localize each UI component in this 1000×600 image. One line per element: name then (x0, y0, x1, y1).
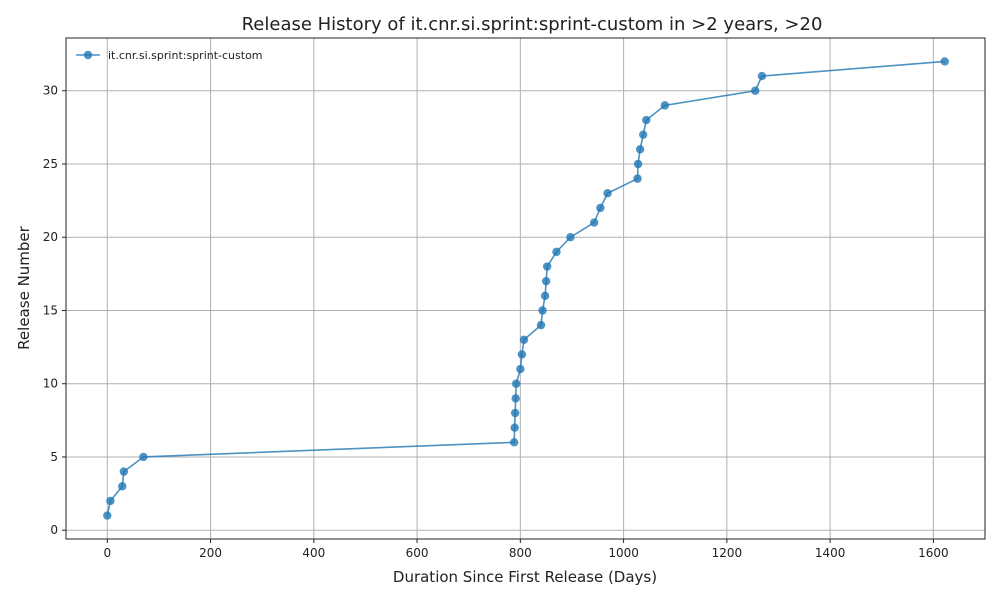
y-tick-label: 30 (43, 84, 58, 98)
data-point (642, 115, 651, 125)
y-tick-label: 0 (50, 523, 58, 537)
data-point (635, 145, 645, 154)
data-point (517, 350, 527, 359)
x-tick-label: 1600 (918, 546, 949, 560)
data-point (596, 203, 605, 213)
x-tick-label: 600 (406, 546, 429, 560)
legend: it.cnr.si.sprint:sprint-custom (76, 49, 263, 62)
data-point (541, 276, 551, 286)
data-point (512, 379, 521, 388)
data-point (589, 218, 599, 227)
plot-frame (65, 37, 986, 540)
data-point (566, 233, 575, 242)
data-point (552, 247, 561, 257)
series-line (106, 60, 945, 516)
grid (66, 38, 985, 539)
y-axis-label: Release Number (15, 225, 33, 349)
data-point (536, 320, 546, 330)
x-tick-label: 800 (509, 546, 532, 560)
y-tick-label: 20 (43, 230, 58, 244)
data-point (103, 511, 112, 520)
x-tick-label: 400 (302, 546, 325, 560)
x-tick-label: 200 (199, 546, 222, 560)
y-tick-label: 15 (43, 303, 58, 317)
axis-ticks: 0 200 400 600 800 1000 1200 1400 1600 0 5 10 15 20 25 3… (43, 84, 949, 560)
data-point (511, 394, 520, 403)
x-axis-label: Duration Since First Release (Days) (393, 568, 657, 586)
data-point (757, 71, 767, 81)
chart-title: Release History of it.cnr.si.sprint:spri… (242, 14, 823, 35)
data-point (542, 262, 552, 271)
data-point (118, 482, 127, 491)
x-tick-label: 1000 (608, 546, 639, 560)
data-point (510, 408, 520, 418)
data-point (660, 101, 670, 110)
data-point (603, 189, 612, 198)
data-point (940, 57, 949, 66)
data-point (510, 423, 519, 432)
data-point (633, 174, 642, 183)
y-tick-label: 25 (43, 157, 58, 171)
data-point (119, 467, 129, 476)
data-point (519, 335, 529, 344)
y-tick-label: 5 (50, 450, 58, 464)
data-point (633, 159, 643, 169)
x-tick-label: 0 (103, 546, 111, 560)
data-point (639, 130, 648, 139)
data-point (538, 306, 547, 315)
series-layer (103, 57, 949, 520)
data-point (516, 364, 525, 374)
data-point (751, 86, 760, 95)
legend-label: it.cnr.si.sprint:sprint-custom (108, 49, 263, 62)
legend-marker-swatch (83, 50, 93, 60)
y-tick-label: 10 (43, 377, 58, 391)
data-point (106, 496, 115, 506)
data-point (139, 452, 148, 462)
data-point (540, 291, 550, 301)
data-point (509, 438, 519, 447)
x-tick-label: 1400 (815, 546, 846, 560)
x-tick-label: 1200 (712, 546, 743, 560)
